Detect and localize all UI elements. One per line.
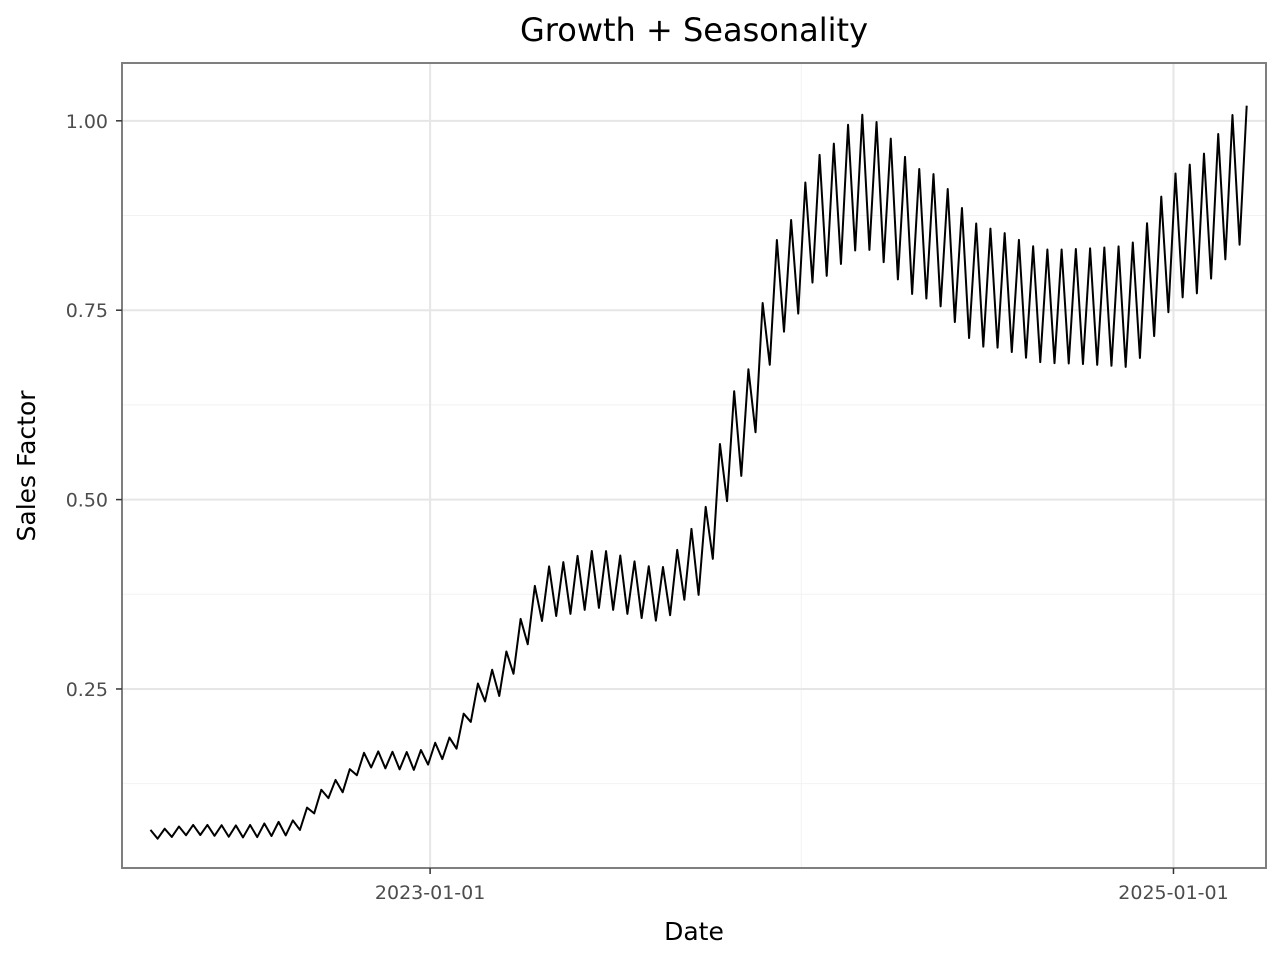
chart-title: Growth + Seasonality xyxy=(520,11,868,49)
y-axis-ticks: 0.25 0.50 0.75 1.00 xyxy=(66,111,122,701)
series-layer xyxy=(149,105,1248,840)
y-tick-label-0: 0.25 xyxy=(66,679,108,701)
y-tick-label-2: 0.75 xyxy=(66,300,108,322)
plot-border xyxy=(121,62,1267,869)
x-tick-label-1: 2025-01-01 xyxy=(1118,882,1228,904)
x-tick-label-0: 2023-01-01 xyxy=(375,882,485,904)
x-axis-title: Date xyxy=(664,917,724,946)
x-axis-ticks: 2023-01-01 2025-01-01 xyxy=(375,868,1229,904)
y-tick-label-1: 0.50 xyxy=(66,490,108,512)
series-line-0 xyxy=(149,105,1248,840)
y-axis-title: Sales Factor xyxy=(12,390,41,542)
y-tick-label-3: 1.00 xyxy=(66,111,108,133)
minor-gridlines xyxy=(123,64,1265,867)
